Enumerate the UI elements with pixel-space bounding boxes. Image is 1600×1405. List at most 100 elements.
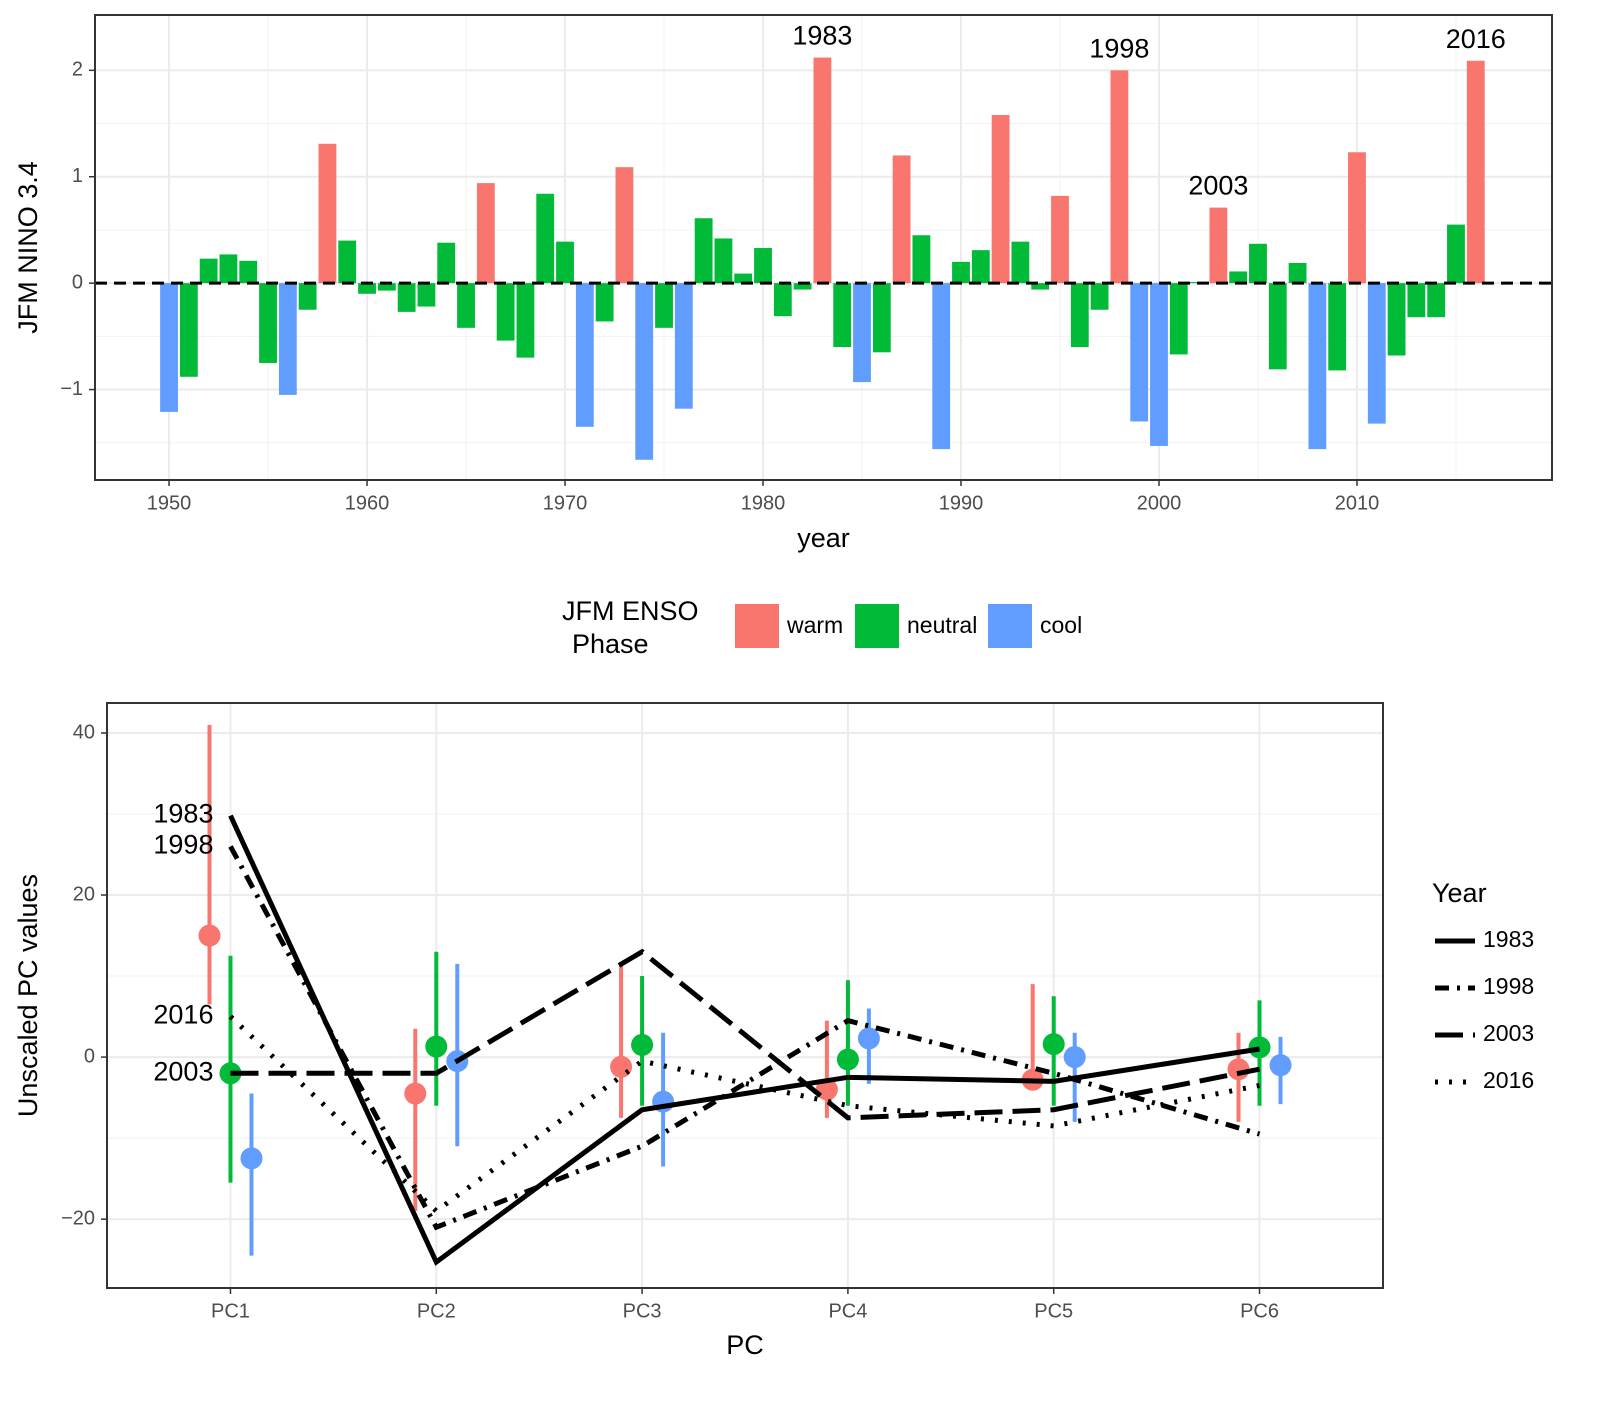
- x-axis-title: PC: [726, 1330, 764, 1360]
- x-tick-label: PC1: [211, 1300, 250, 1322]
- y-tick-label: 1: [72, 165, 83, 187]
- y-tick-label: −20: [61, 1207, 95, 1229]
- y-axis-title: JFM NINO 3.4: [13, 161, 43, 334]
- annotation: 2016: [1446, 24, 1506, 54]
- bar: [516, 283, 535, 358]
- annotation: 2003: [1188, 171, 1248, 201]
- point: [857, 1027, 880, 1050]
- legend-label: neutral: [907, 612, 977, 638]
- x-axis-title: year: [797, 523, 850, 553]
- panel-background: [107, 703, 1383, 1288]
- line-label: 2016: [153, 1000, 213, 1030]
- bar: [298, 283, 317, 310]
- annotation: 1998: [1089, 33, 1149, 63]
- x-tick-label: 1950: [147, 492, 192, 514]
- legend-label: cool: [1040, 612, 1082, 638]
- bar: [338, 240, 357, 284]
- bar: [1387, 283, 1406, 356]
- bar: [971, 250, 990, 284]
- bar: [1031, 283, 1050, 290]
- x-tick-label: PC3: [623, 1300, 662, 1322]
- bar: [556, 241, 574, 284]
- bar: [1447, 224, 1465, 284]
- point: [425, 1035, 448, 1058]
- bar: [1328, 283, 1347, 371]
- bar: [615, 167, 634, 284]
- series-line: [230, 948, 1260, 1121]
- bar: [160, 283, 178, 412]
- bar: [457, 283, 475, 328]
- bar: [813, 57, 832, 284]
- x-tick-label: 1990: [939, 492, 984, 514]
- bar: [358, 283, 376, 294]
- y-tick-label: 0: [84, 1045, 95, 1067]
- x-tick-label: 1960: [345, 492, 390, 514]
- bar: [278, 283, 297, 395]
- y-axis-title: Unscaled PC values: [13, 874, 43, 1117]
- point: [836, 1048, 859, 1071]
- bar: [1090, 283, 1109, 310]
- bar: [1288, 262, 1307, 284]
- x-tick-label: PC5: [1034, 1300, 1073, 1322]
- y-tick-label: 2: [72, 59, 83, 81]
- x-tick-label: 1980: [741, 492, 786, 514]
- bar: [259, 283, 277, 363]
- point: [1063, 1046, 1086, 1069]
- bar: [1348, 152, 1366, 284]
- bar: [655, 283, 673, 328]
- bar: [417, 283, 436, 307]
- legend-key: [855, 604, 899, 648]
- x-tick-label: 2000: [1137, 492, 1182, 514]
- bar: [476, 183, 495, 284]
- bar: [674, 283, 693, 409]
- x-tick-label: 2010: [1335, 492, 1380, 514]
- point: [1227, 1058, 1250, 1081]
- bar: [912, 235, 931, 284]
- legend-label: warm: [786, 612, 843, 638]
- bar: [1110, 70, 1129, 284]
- bar: [318, 143, 337, 284]
- y-tick-label: 20: [73, 883, 95, 905]
- bar: [1466, 60, 1485, 284]
- bar: [1209, 207, 1228, 284]
- bar: [1308, 283, 1327, 450]
- bar: [734, 273, 753, 284]
- x-tick-label: 1970: [543, 492, 588, 514]
- legend-label: 1998: [1483, 973, 1534, 999]
- bar: [754, 248, 772, 284]
- x-tick-label: PC4: [828, 1300, 867, 1322]
- legend-key: [735, 604, 779, 648]
- bar: [595, 283, 614, 322]
- legend-key: [988, 604, 1032, 648]
- series-line: [228, 814, 1260, 1266]
- y-tick-label: −1: [60, 378, 83, 400]
- panel-border: [94, 14, 1553, 481]
- legend-title: Year: [1432, 878, 1487, 908]
- bar: [1130, 283, 1149, 422]
- bar: [199, 258, 218, 284]
- point: [240, 1147, 263, 1170]
- bar: [1051, 195, 1069, 284]
- legend-title: Phase: [572, 629, 649, 659]
- bar: [496, 283, 515, 341]
- bar: [853, 283, 871, 383]
- line-label: 1983: [153, 799, 213, 829]
- bar: [793, 283, 812, 290]
- point: [404, 1082, 427, 1105]
- bar: [397, 283, 416, 312]
- bar: [635, 283, 654, 460]
- bar: [377, 283, 396, 291]
- line-label: 1998: [153, 830, 213, 860]
- legend-title: JFM ENSO: [562, 596, 699, 626]
- y-tick-label: 40: [73, 721, 95, 743]
- point: [198, 924, 221, 947]
- bar: [1427, 283, 1446, 318]
- bar: [1070, 283, 1089, 347]
- legend-label: 2016: [1483, 1067, 1534, 1093]
- bar: [1169, 283, 1188, 355]
- bar: [1367, 283, 1386, 424]
- bar: [694, 218, 713, 284]
- bar: [872, 283, 891, 353]
